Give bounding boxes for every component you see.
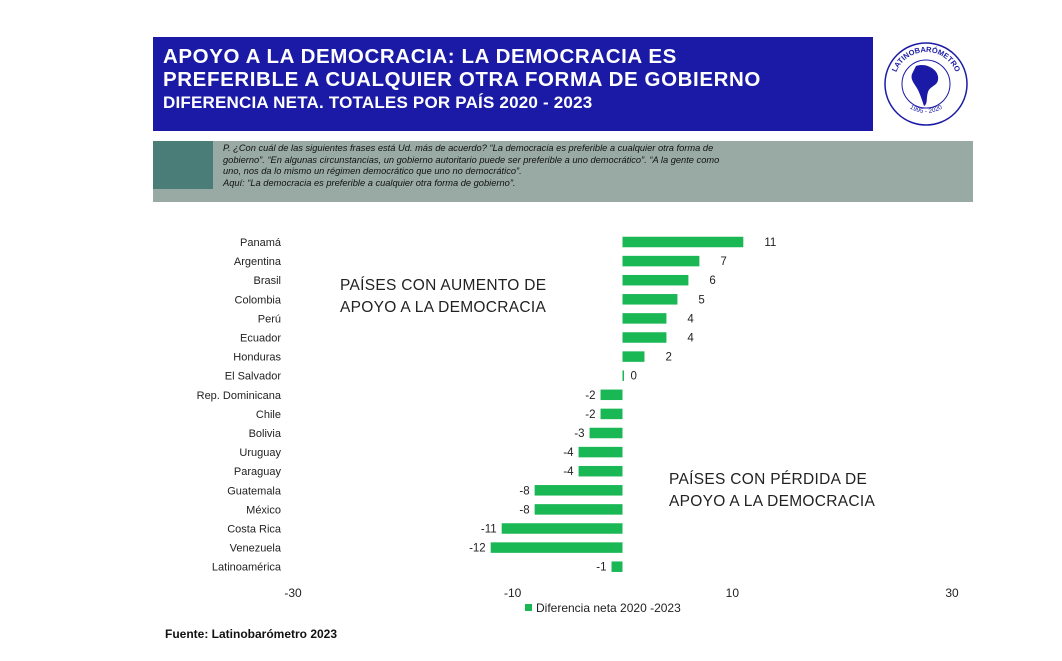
value-label: -4 [563,447,574,459]
value-label: 11 [764,237,776,249]
category-label: México [246,504,281,516]
value-label: 7 [720,256,726,268]
category-label: Rep. Dominicana [197,390,282,402]
annotation-increase-line-1: PAÍSES CON AUMENTO DE [340,277,547,294]
question-box: P. ¿Con cuál de las siguientes frases es… [153,141,973,202]
bar [534,485,623,496]
category-label: Ecuador [240,333,281,345]
bar [578,465,623,477]
x-tick-label: -30 [284,586,302,600]
category-label: Venezuela [230,543,282,555]
bar [589,427,623,439]
category-label: Latinoamérica [212,562,282,574]
legend-label: Diferencia neta 2020 -2023 [536,601,681,615]
bar [578,446,623,458]
question-line-3: uno, nos da lo mismo un régimen democrát… [223,166,522,176]
value-label: 2 [665,352,671,364]
logo-text-bottom: 1995 - 2020 [908,104,943,115]
bar [534,504,623,515]
bar [600,389,623,401]
title-banner: APOYO A LA DEMOCRACIA: LA DEMOCRACIA ES … [153,37,873,131]
value-label: 5 [698,294,704,306]
subtitle: DIFERENCIA NETA. TOTALES POR PAÍS 2020 -… [163,93,593,112]
category-label: El Salvador [225,371,282,383]
x-tick-label: 10 [726,586,740,600]
category-label: Guatemala [227,485,282,497]
x-tick-label: 30 [945,586,959,600]
question-accent-square [153,141,213,189]
category-label: Colombia [235,294,282,306]
value-label: 4 [687,313,694,325]
category-label: Perú [258,313,281,325]
category-label: Bolivia [249,428,282,440]
title-line-2: PREFERIBLE A CUALQUIER OTRA FORMA DE GOB… [163,68,761,91]
latinobarometro-logo: LATINOBARÓMETRO 1995 - 2020 [884,42,968,126]
chart-legend: Diferencia neta 2020 -2023 [525,601,681,615]
bar [622,236,744,248]
bar [611,561,623,572]
bar [600,408,623,420]
value-label: 6 [709,275,715,287]
value-label: -11 [481,524,497,536]
value-label: -12 [469,543,486,555]
category-label: Argentina [234,256,282,268]
bar [622,313,667,324]
value-label: -1 [596,562,606,574]
bar [501,523,623,534]
question-line-1: P. ¿Con cuál de las siguientes frases es… [223,143,714,153]
legend-swatch [525,604,532,611]
value-label: -8 [519,485,529,497]
source-note: Fuente: Latinobarómetro 2023 [165,627,338,641]
x-tick-label: -10 [504,586,522,600]
title-line-1: APOYO A LA DEMOCRACIA: LA DEMOCRACIA ES [163,45,677,68]
category-label: Costa Rica [227,524,282,536]
bar [622,255,700,267]
category-label: Chile [256,409,281,421]
category-label: Panamá [240,237,282,249]
value-label: 0 [631,371,637,383]
bar [622,351,645,362]
bar [622,274,689,286]
value-label: -2 [585,409,595,421]
value-label: -3 [574,428,584,440]
question-line-2: gobierno”. “En algunas circunstancias, u… [223,154,720,165]
bar [622,294,678,305]
value-label: -4 [563,466,574,478]
category-label: Honduras [233,352,281,364]
bar [622,332,667,343]
category-label: Brasil [253,275,281,287]
question-line-4: Aquí: “La democracia es preferible a cua… [223,177,516,188]
question-text: P. ¿Con cuál de las siguientes frases es… [223,143,968,189]
annotation-decrease-line-2: APOYO A LA DEMOCRACIA [669,493,876,510]
annotation-increase-line-2: APOYO A LA DEMOCRACIA [340,299,547,316]
value-label: -2 [585,390,595,402]
annotation-decrease: PAÍSES CON PÉRDIDA DE APOYO A LA DEMOCRA… [669,469,875,513]
bar [490,542,623,553]
value-label: 4 [687,333,694,345]
value-label: -8 [519,504,529,516]
bar [622,370,624,381]
annotation-increase: PAÍSES CON AUMENTO DE APOYO A LA DEMOCRA… [340,275,546,319]
category-label: Uruguay [239,447,281,459]
category-label: Paraguay [234,466,282,478]
annotation-decrease-line-1: PAÍSES CON PÉRDIDA DE [669,471,868,488]
